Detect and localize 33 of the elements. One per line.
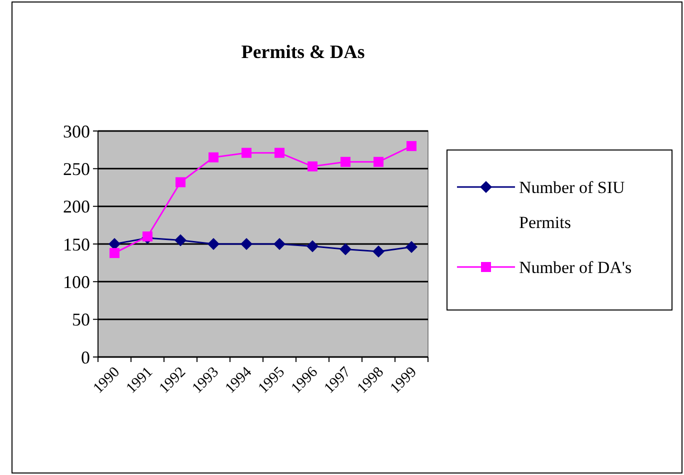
point xyxy=(372,246,384,258)
point xyxy=(340,156,350,167)
point xyxy=(174,234,186,246)
point xyxy=(274,238,286,250)
point xyxy=(208,238,220,250)
point xyxy=(406,141,416,152)
point xyxy=(306,240,318,252)
point xyxy=(406,241,418,254)
y-tick-label: 250 xyxy=(63,158,90,179)
x-tick-label: 1992 xyxy=(156,364,190,397)
y-tick-label: 50 xyxy=(72,310,90,330)
point xyxy=(108,238,120,250)
legend-label: Number of SIU Permits xyxy=(519,178,625,232)
point xyxy=(142,231,152,242)
point xyxy=(110,248,120,258)
point xyxy=(240,238,252,250)
point xyxy=(374,156,384,167)
x-tick-label: 1991 xyxy=(124,364,156,397)
x-tick-label: 1990 xyxy=(90,364,124,397)
y-tick-label: 200 xyxy=(63,196,90,217)
y-tick-label: 300 xyxy=(63,121,90,142)
chart-title: Permits & DAs xyxy=(241,42,365,63)
point xyxy=(176,177,186,188)
y-tick-label: 150 xyxy=(63,234,90,254)
y-tick-label: 100 xyxy=(63,272,90,292)
legend-label: Number of DA's xyxy=(519,258,632,277)
x-tick-label: 1999 xyxy=(388,364,420,397)
point xyxy=(340,243,352,256)
y-tick-label: 0 xyxy=(81,347,90,368)
point xyxy=(308,161,318,172)
point xyxy=(274,148,284,158)
point xyxy=(208,152,218,162)
point xyxy=(242,148,252,158)
